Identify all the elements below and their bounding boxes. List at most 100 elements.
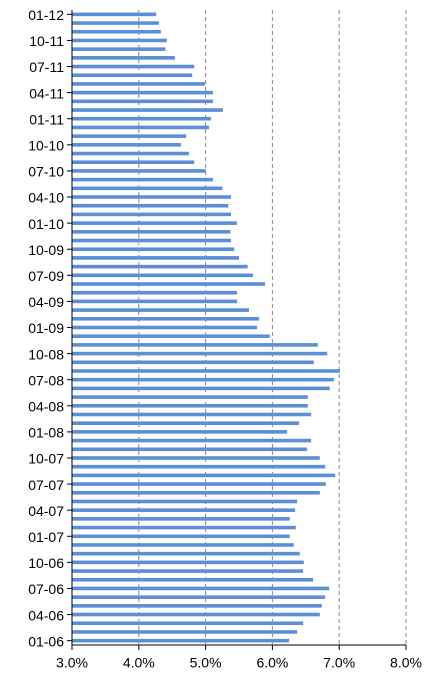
bar: [72, 464, 326, 469]
bar: [72, 195, 231, 199]
y-tick-label: 01-10: [28, 216, 64, 232]
bar: [72, 108, 223, 112]
bar: [72, 299, 237, 304]
y-tick-label: 10-09: [28, 242, 64, 258]
bar: [72, 508, 296, 512]
y-tick-label: 01-12: [28, 7, 64, 23]
y-tick-label: 01-09: [28, 320, 64, 336]
x-tick-label: 5.0%: [190, 655, 222, 671]
bar: [72, 482, 326, 486]
y-tick-label: 10-07: [28, 451, 64, 467]
bar: [72, 273, 254, 278]
bar: [72, 21, 159, 25]
y-tick-label: 04-10: [28, 190, 64, 206]
y-tick-label: 04-08: [28, 398, 64, 414]
bar: [72, 238, 231, 243]
bar: [72, 595, 326, 599]
bar: [72, 151, 189, 156]
y-tick-label: 01-11: [29, 111, 64, 127]
bar: [72, 186, 223, 191]
y-tick-label: 07-06: [28, 581, 64, 597]
bar: [72, 143, 181, 147]
bar: [72, 203, 229, 208]
bar: [72, 308, 250, 312]
bar: [72, 421, 300, 425]
bar: [72, 577, 314, 582]
bar: [72, 116, 211, 121]
y-tick-label: 01-07: [28, 529, 64, 545]
y-tick-label: 07-08: [28, 372, 64, 388]
y-tick-label: 10-10: [28, 138, 64, 154]
y-tick-label: 07-09: [28, 268, 64, 284]
bar: [72, 543, 294, 547]
bar: [72, 325, 258, 330]
bar: [72, 160, 195, 165]
y-tick-label: 07-07: [28, 477, 64, 493]
bar: [72, 456, 320, 460]
bar: [72, 403, 308, 408]
bar: [72, 473, 336, 478]
bar: [72, 430, 288, 434]
bar: [72, 586, 330, 591]
bar: [72, 125, 209, 130]
x-tick-label: 7.0%: [323, 655, 355, 671]
y-tick-label: 01-06: [28, 633, 64, 649]
bar: [72, 212, 231, 217]
bar: [72, 551, 300, 556]
bar: [72, 177, 213, 182]
x-tick-label: 3.0%: [56, 655, 88, 671]
x-tick-label: 8.0%: [390, 655, 422, 671]
bar: [72, 221, 237, 225]
bar: [72, 490, 320, 495]
bar: [72, 386, 330, 391]
x-tick-label: 6.0%: [256, 655, 288, 671]
bar: [72, 343, 318, 347]
y-tick-label: 04-11: [29, 85, 64, 101]
bar: [72, 247, 235, 252]
bar: [72, 56, 175, 60]
y-tick-label: 07-11: [29, 59, 64, 75]
bar: [72, 230, 231, 234]
bar: [72, 169, 206, 173]
bar: [72, 395, 308, 399]
bar: [72, 351, 328, 356]
bar: [72, 134, 187, 138]
bar: [72, 38, 167, 43]
bar: [72, 612, 320, 617]
y-tick-label: 10-06: [28, 555, 64, 571]
bar: [72, 604, 322, 608]
bar: [72, 29, 161, 34]
bar: [72, 630, 298, 634]
y-tick-label: 10-11: [29, 33, 64, 49]
bar: [72, 64, 195, 69]
bar: [72, 264, 248, 269]
bar: [72, 499, 298, 504]
y-tick-label: 01-08: [28, 425, 64, 441]
bar: [72, 317, 260, 321]
bar: [72, 99, 213, 104]
y-tick-label: 07-10: [28, 164, 64, 180]
bar: [72, 90, 213, 95]
bar: [72, 282, 266, 286]
y-tick-label: 10-08: [28, 346, 64, 362]
bar: [72, 290, 237, 295]
x-tick-label: 4.0%: [123, 655, 155, 671]
bar: [72, 534, 290, 539]
bar: [72, 638, 290, 643]
bar: [72, 412, 312, 417]
bar: [72, 569, 304, 573]
bar: [72, 369, 340, 373]
y-tick-label: 04-06: [28, 607, 64, 623]
bar: [72, 525, 296, 530]
bar: [72, 73, 193, 78]
bar: [72, 12, 157, 17]
bar: [72, 447, 308, 452]
bar: [72, 334, 270, 338]
bar: [72, 621, 304, 626]
y-tick-label: 04-07: [28, 503, 64, 519]
y-tick-label: 04-09: [28, 294, 64, 310]
bar: [72, 47, 166, 51]
bar: [72, 256, 239, 260]
